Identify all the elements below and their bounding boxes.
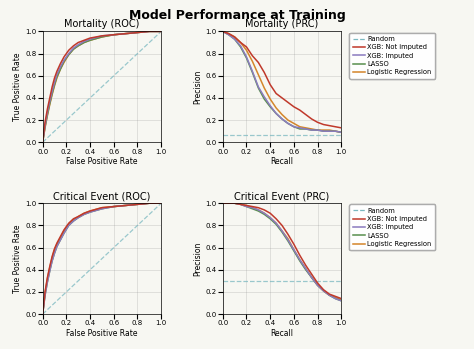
Legend: Random, XGB: Not imputed, XGB: Imputed, LASSO, Logistic Regression: Random, XGB: Not imputed, XGB: Imputed, … <box>349 205 435 250</box>
Y-axis label: Precision: Precision <box>193 242 202 276</box>
X-axis label: False Positive Rate: False Positive Rate <box>66 329 137 338</box>
Y-axis label: True Positive Rate: True Positive Rate <box>13 53 22 121</box>
Title: Critical Event (ROC): Critical Event (ROC) <box>53 191 151 201</box>
Legend: Random, XGB: Not imputed, XGB: Imputed, LASSO, Logistic Regression: Random, XGB: Not imputed, XGB: Imputed, … <box>349 32 435 79</box>
Y-axis label: Precision: Precision <box>193 70 202 104</box>
X-axis label: Recall: Recall <box>271 329 293 338</box>
Title: Mortality (PRC): Mortality (PRC) <box>246 19 319 29</box>
X-axis label: False Positive Rate: False Positive Rate <box>66 157 137 166</box>
Title: Mortality (ROC): Mortality (ROC) <box>64 19 140 29</box>
Title: Critical Event (PRC): Critical Event (PRC) <box>235 191 329 201</box>
Text: Model Performance at Training: Model Performance at Training <box>128 9 346 22</box>
Y-axis label: True Positive Rate: True Positive Rate <box>13 224 22 293</box>
X-axis label: Recall: Recall <box>271 157 293 166</box>
